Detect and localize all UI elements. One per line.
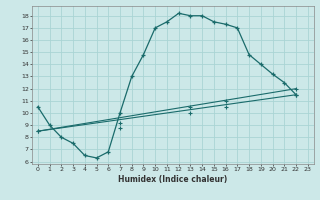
X-axis label: Humidex (Indice chaleur): Humidex (Indice chaleur) (118, 175, 228, 184)
